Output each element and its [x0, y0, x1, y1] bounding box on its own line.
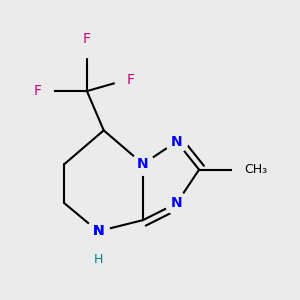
Text: N: N	[137, 157, 149, 171]
Circle shape	[115, 69, 137, 91]
Text: F: F	[34, 84, 42, 98]
Text: N: N	[92, 224, 104, 238]
Circle shape	[31, 80, 53, 102]
Circle shape	[233, 158, 255, 181]
Bar	[241, 158, 275, 181]
Text: H: H	[93, 253, 103, 266]
Circle shape	[87, 220, 109, 242]
Circle shape	[76, 35, 98, 58]
Text: N: N	[171, 135, 182, 148]
Text: N: N	[171, 196, 182, 210]
Text: CH₃: CH₃	[244, 163, 267, 176]
Text: F: F	[126, 73, 134, 87]
Circle shape	[87, 220, 109, 242]
Circle shape	[132, 153, 154, 175]
Text: F: F	[83, 32, 91, 46]
Text: N: N	[92, 224, 104, 238]
Circle shape	[165, 192, 188, 214]
Circle shape	[165, 130, 188, 153]
